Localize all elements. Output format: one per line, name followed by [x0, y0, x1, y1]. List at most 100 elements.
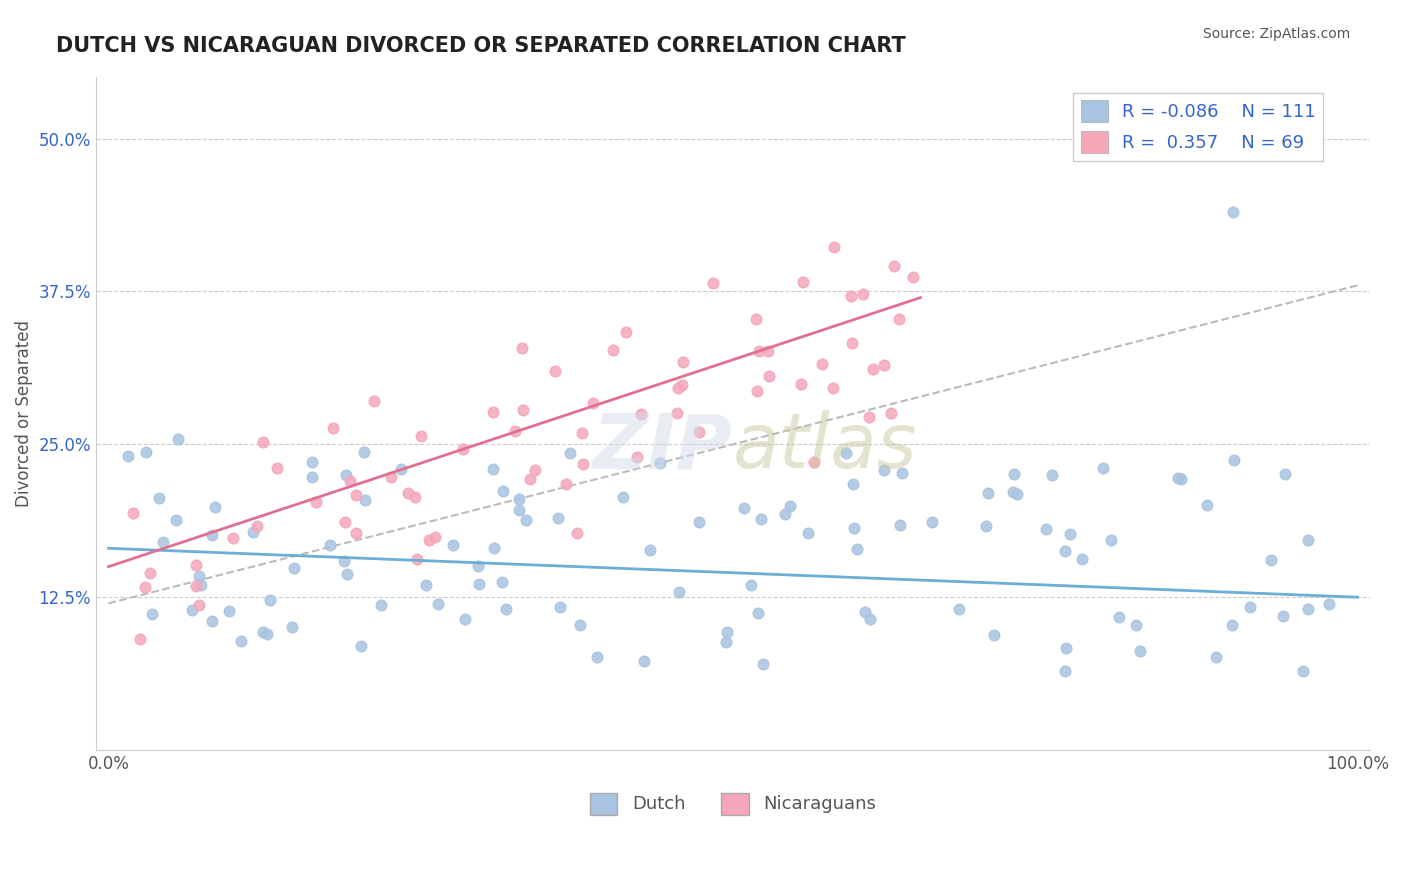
Point — [404, 491, 426, 505]
Point — [602, 343, 624, 358]
Point — [491, 574, 513, 589]
Point — [524, 463, 547, 477]
Point — [259, 593, 281, 607]
Point — [1035, 522, 1057, 536]
Point — [222, 531, 245, 545]
Point — [201, 527, 224, 541]
Point — [491, 483, 513, 498]
Point — [688, 425, 710, 440]
Point — [714, 635, 737, 649]
Point — [921, 515, 943, 529]
Point — [1002, 467, 1025, 481]
Point — [335, 515, 357, 529]
Point — [1260, 553, 1282, 567]
Point — [1274, 467, 1296, 481]
Point — [666, 406, 689, 420]
Point — [1317, 598, 1340, 612]
Point — [702, 276, 724, 290]
Point — [648, 456, 671, 470]
Point — [745, 311, 768, 326]
Point — [515, 513, 537, 527]
Point — [508, 503, 530, 517]
Point — [862, 362, 884, 376]
Point — [555, 477, 578, 491]
Point — [122, 507, 145, 521]
Point — [426, 597, 449, 611]
Point — [582, 395, 605, 409]
Point — [454, 612, 477, 626]
Point — [752, 657, 775, 671]
Point — [129, 632, 152, 647]
Point — [845, 541, 868, 556]
Point — [1054, 543, 1077, 558]
Point — [415, 578, 437, 592]
Point — [322, 420, 344, 434]
Point — [775, 507, 797, 521]
Point — [1002, 484, 1025, 499]
Point — [353, 444, 375, 458]
Text: atlas: atlas — [733, 410, 918, 484]
Point — [508, 492, 530, 507]
Point — [252, 625, 274, 640]
Point — [519, 472, 541, 486]
Point — [568, 618, 591, 632]
Point — [887, 311, 910, 326]
Point — [756, 343, 779, 358]
Point — [1197, 498, 1219, 512]
Point — [1053, 664, 1076, 678]
Point — [889, 518, 911, 533]
Point — [482, 541, 505, 555]
Point — [976, 518, 998, 533]
Point — [1071, 552, 1094, 566]
Point — [821, 381, 844, 395]
Point — [134, 580, 156, 594]
Point — [983, 628, 1005, 642]
Point — [467, 559, 489, 574]
Point — [281, 620, 304, 634]
Point — [883, 260, 905, 274]
Legend: Dutch, Nicaraguans: Dutch, Nicaraguans — [583, 785, 883, 822]
Point — [117, 449, 139, 463]
Point — [418, 533, 440, 547]
Point — [565, 526, 588, 541]
Point — [633, 654, 655, 668]
Y-axis label: Divorced or Separated: Divorced or Separated — [15, 320, 32, 508]
Point — [558, 446, 581, 460]
Point — [229, 633, 252, 648]
Point — [482, 462, 505, 476]
Point — [1292, 664, 1315, 678]
Point — [811, 357, 834, 371]
Point — [1271, 608, 1294, 623]
Point — [1223, 453, 1246, 467]
Point — [370, 599, 392, 613]
Point — [141, 607, 163, 622]
Point — [187, 569, 209, 583]
Point — [252, 435, 274, 450]
Point — [467, 576, 489, 591]
Point — [797, 525, 820, 540]
Point — [350, 639, 373, 653]
Point — [190, 578, 212, 592]
Point — [585, 650, 607, 665]
Point — [346, 526, 368, 541]
Point — [245, 519, 267, 533]
Point — [626, 450, 648, 464]
Point — [332, 553, 354, 567]
Point — [630, 408, 652, 422]
Point — [1125, 617, 1147, 632]
Point — [1129, 643, 1152, 657]
Point — [548, 599, 571, 614]
Point — [201, 614, 224, 628]
Point — [842, 476, 865, 491]
Point — [858, 410, 880, 425]
Point — [510, 341, 533, 355]
Point — [803, 455, 825, 469]
Point — [852, 286, 875, 301]
Point — [790, 377, 813, 392]
Point — [283, 561, 305, 575]
Point — [792, 275, 814, 289]
Point — [758, 368, 780, 383]
Text: Source: ZipAtlas.com: Source: ZipAtlas.com — [1202, 27, 1350, 41]
Point — [873, 463, 896, 477]
Point — [1099, 533, 1122, 547]
